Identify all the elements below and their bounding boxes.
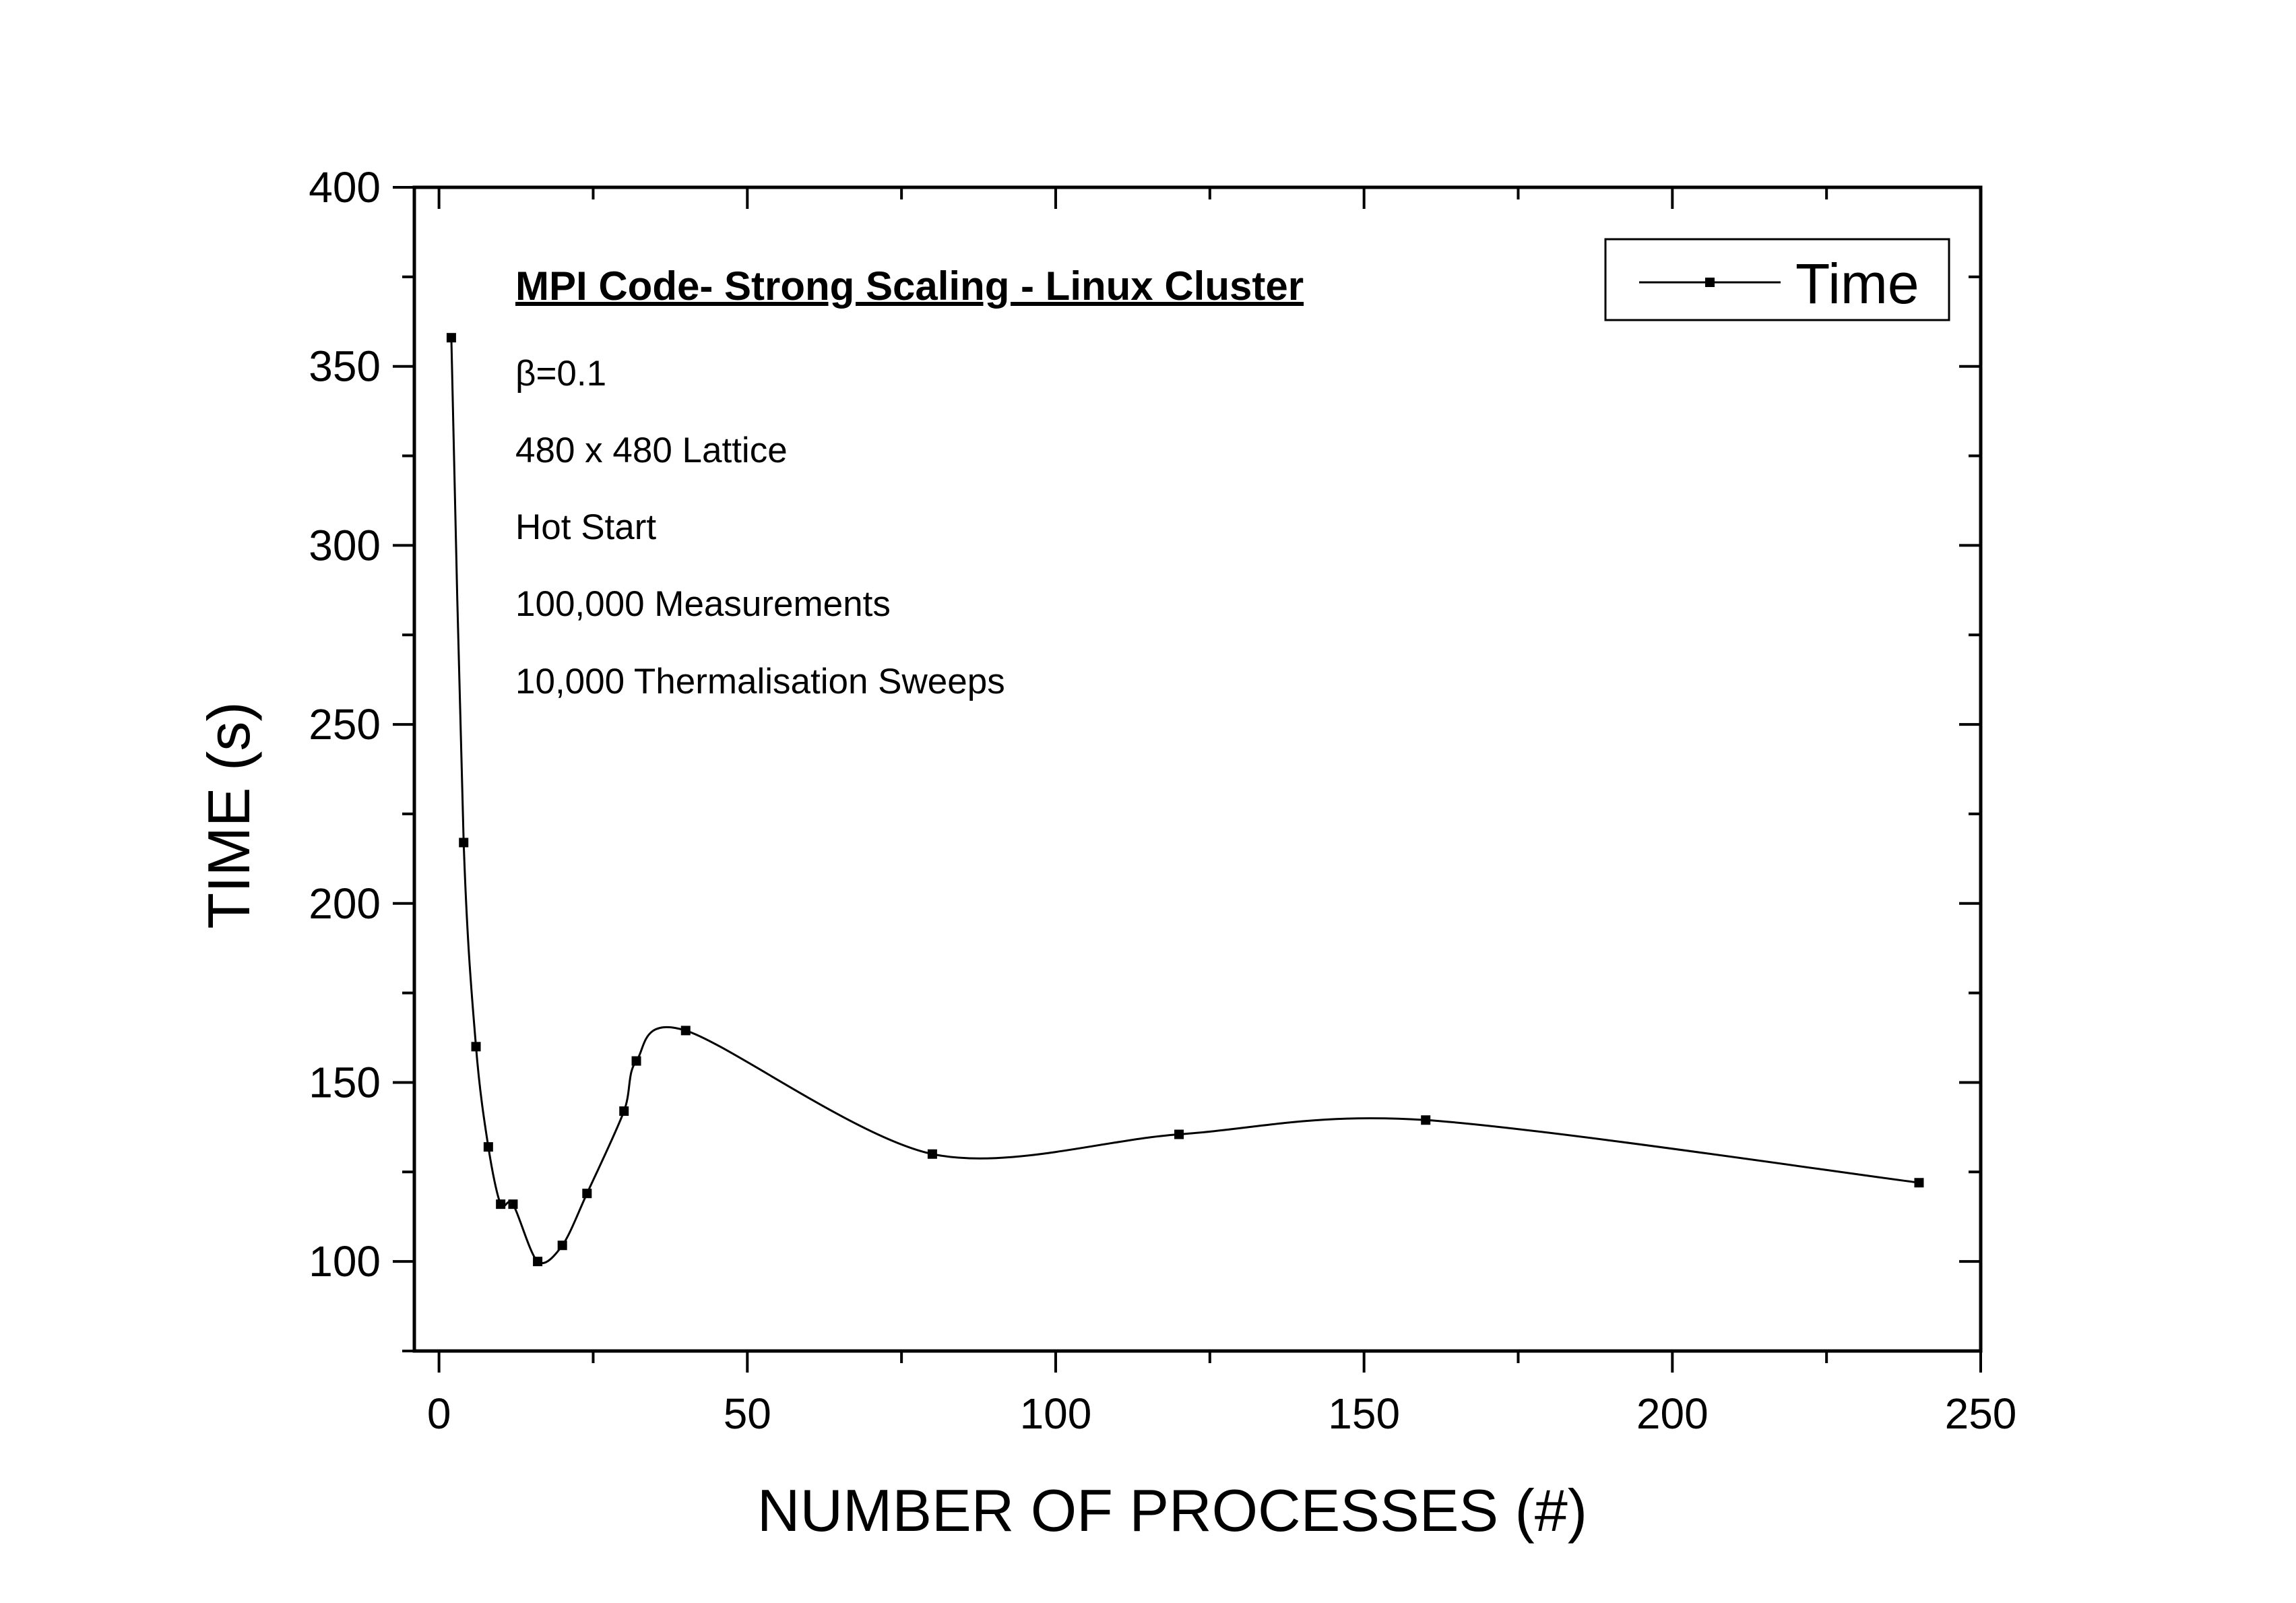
data-point bbox=[1914, 1178, 1924, 1188]
x-tick-label: 100 bbox=[1020, 1389, 1092, 1438]
data-point bbox=[459, 838, 469, 848]
data-point bbox=[1174, 1129, 1184, 1139]
data-point bbox=[508, 1199, 518, 1209]
data-point bbox=[631, 1056, 641, 1066]
data-point bbox=[471, 1042, 481, 1052]
y-tick-label: 350 bbox=[309, 342, 381, 391]
annotation-start: Hot Start bbox=[515, 507, 656, 547]
data-point bbox=[680, 1026, 691, 1036]
y-tick-label: 300 bbox=[309, 521, 381, 569]
axes: 0 50 100 150 200 250 100 150 200 250 300 350 400 bbox=[309, 163, 2016, 1438]
x-tick-label: 150 bbox=[1328, 1389, 1400, 1438]
y-tick-label: 400 bbox=[309, 163, 381, 212]
data-point bbox=[557, 1240, 567, 1251]
y-tick-label: 250 bbox=[309, 700, 381, 749]
x-axis-title: NUMBER OF PROCESSES (#) bbox=[757, 1477, 1587, 1544]
data-point bbox=[619, 1106, 629, 1116]
x-tick-label: 250 bbox=[1945, 1389, 2017, 1438]
y-tick-label: 100 bbox=[309, 1237, 381, 1286]
y-tick-label: 200 bbox=[309, 879, 381, 928]
annotation-sweeps: 10,000 Thermalisation Sweeps bbox=[515, 662, 1005, 701]
annotation-lattice: 480 x 480 Lattice bbox=[515, 431, 788, 470]
data-point bbox=[533, 1257, 543, 1267]
data-point bbox=[927, 1149, 937, 1159]
x-tick-label: 0 bbox=[427, 1389, 451, 1438]
series-layer bbox=[446, 333, 1924, 1267]
y-tick-label: 150 bbox=[309, 1058, 381, 1106]
legend: Time bbox=[1604, 238, 1950, 321]
data-point bbox=[483, 1142, 493, 1152]
y-axis-title: TIME (s) bbox=[195, 701, 262, 929]
legend-label: Time bbox=[1795, 252, 1919, 315]
data-point bbox=[582, 1189, 592, 1199]
data-point bbox=[496, 1199, 506, 1209]
legend-box bbox=[1604, 238, 1950, 321]
data-point bbox=[1421, 1115, 1431, 1125]
annotation-beta: β=0.1 bbox=[515, 354, 606, 394]
x-tick-label: 50 bbox=[724, 1389, 771, 1438]
plot-frame bbox=[412, 185, 1983, 1353]
x-tick-label: 200 bbox=[1636, 1389, 1709, 1438]
series-line-time bbox=[450, 338, 1919, 1264]
annotation-measurements: 100,000 Measurements bbox=[515, 584, 891, 624]
legend-marker bbox=[1705, 278, 1715, 287]
data-point bbox=[446, 333, 456, 343]
chart-title: MPI Code- Strong Scaling - Linux Cluster bbox=[515, 263, 1304, 309]
